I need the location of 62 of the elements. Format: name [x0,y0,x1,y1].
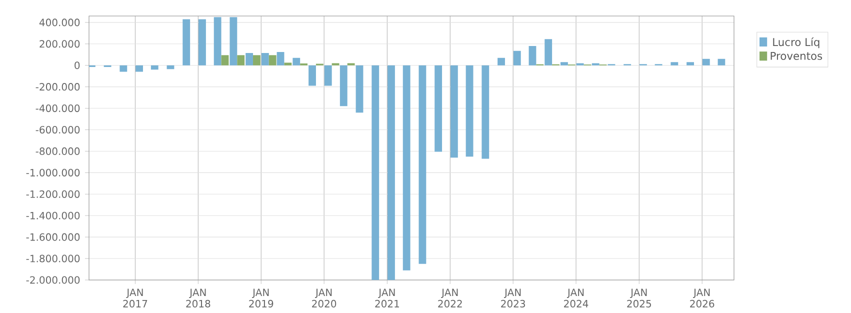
x-tick-label: JAN 2025 [627,288,651,308]
y-tick-label: -1.400.000 [26,212,80,220]
y-tick-label: -600.000 [36,126,80,134]
bar [221,55,229,66]
y-tick-label: -200.000 [36,83,80,91]
x-tick-label: JAN 2021 [375,288,399,308]
x-tick-label: JAN 2026 [690,288,714,308]
x-tick-label: JAN 2022 [438,288,462,308]
bar [237,55,245,66]
bar [560,62,568,66]
bar [372,65,380,280]
bar [418,65,426,264]
bar [388,65,395,280]
bar [198,19,206,66]
bar [670,62,678,66]
y-tick-label: -2.000.000 [26,276,80,284]
bar [284,62,292,66]
bar [528,46,536,66]
bar [450,65,458,158]
y-tick-label: 200.000 [40,40,80,48]
y-tick-label: 0 [74,62,80,70]
y-tick-label: -1.200.000 [26,190,80,198]
bar [150,65,158,70]
bar [214,17,222,66]
bar [182,19,190,66]
x-tick-label: JAN 2023 [501,288,525,308]
bar [718,58,726,66]
bar [253,55,260,66]
y-tick-label: -1.000.000 [26,168,80,176]
x-tick-label: JAN 2018 [186,288,210,308]
bar [434,65,442,152]
bar [230,17,238,66]
x-tick-label: JAN 2019 [249,288,274,308]
bar [324,65,332,86]
bar [246,53,254,66]
bar [340,65,348,106]
bar [268,55,276,66]
y-tick-label: -400.000 [36,104,80,112]
bar [702,58,710,66]
y-tick-label: -1.800.000 [26,254,80,262]
bar [276,52,284,66]
legend-label: Proventos [770,52,822,60]
bar [498,58,505,66]
y-tick-label: -800.000 [36,147,80,155]
y-tick-label: 400.000 [39,18,80,26]
bar [308,65,316,86]
bar [356,65,364,113]
y-tick-label: -1.600.000 [26,233,80,241]
x-tick-label: JAN 2017 [123,288,148,308]
bar [482,65,490,159]
bar [292,58,300,66]
x-tick-label: JAN 2020 [312,288,336,308]
bar [513,50,521,66]
legend-label: Lucro Líq [773,37,820,48]
bar [402,65,410,270]
x-tick-label: JAN 2024 [564,288,588,308]
bar [686,62,694,66]
bar [544,39,552,66]
bar [466,65,474,157]
bar [261,53,269,66]
bar [136,65,143,72]
bar [120,65,128,72]
